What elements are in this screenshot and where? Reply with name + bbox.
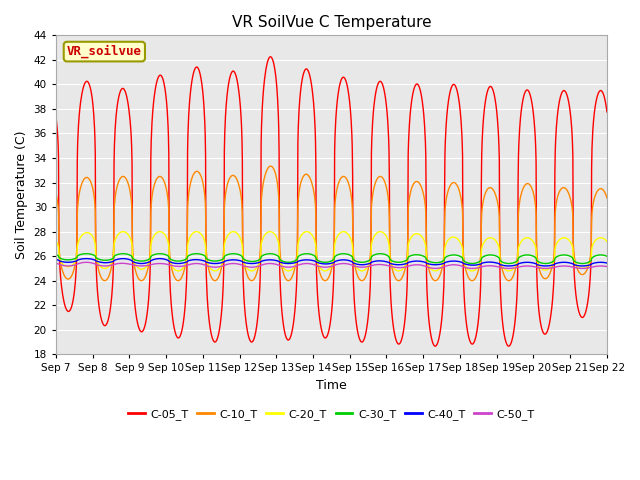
C-10_T bbox=[175, 278, 182, 284]
Line: C-20_T: C-20_T bbox=[56, 232, 607, 271]
C-50_T bbox=[431, 265, 439, 271]
C-50_T bbox=[175, 264, 182, 269]
C-20_T bbox=[376, 229, 384, 235]
C-40_T bbox=[538, 263, 546, 269]
C-30_T bbox=[468, 261, 476, 266]
Title: VR SoilVue C Temperature: VR SoilVue C Temperature bbox=[232, 15, 431, 30]
C-50_T bbox=[417, 262, 425, 268]
C-30_T bbox=[175, 258, 182, 264]
C-40_T bbox=[161, 256, 169, 262]
C-10_T bbox=[431, 278, 439, 284]
C-50_T bbox=[490, 263, 497, 269]
C-40_T bbox=[490, 259, 497, 265]
C-40_T bbox=[505, 263, 513, 269]
C-10_T bbox=[236, 187, 244, 193]
C-40_T bbox=[603, 260, 611, 266]
C-30_T bbox=[161, 252, 169, 257]
C-40_T bbox=[237, 258, 244, 264]
C-30_T bbox=[236, 252, 244, 258]
C-50_T bbox=[603, 264, 611, 269]
C-10_T bbox=[417, 184, 425, 190]
Line: C-50_T: C-50_T bbox=[56, 262, 607, 268]
C-50_T bbox=[538, 265, 546, 271]
C-05_T bbox=[431, 343, 439, 349]
C-20_T bbox=[490, 236, 497, 241]
Line: C-10_T: C-10_T bbox=[56, 166, 607, 281]
C-20_T bbox=[603, 239, 611, 244]
C-50_T bbox=[52, 260, 60, 266]
C-10_T bbox=[161, 181, 169, 187]
C-20_T bbox=[538, 266, 546, 272]
C-10_T bbox=[538, 274, 546, 279]
C-30_T bbox=[376, 251, 384, 257]
C-30_T bbox=[417, 252, 425, 258]
Legend: C-05_T, C-10_T, C-20_T, C-30_T, C-40_T, C-50_T: C-05_T, C-10_T, C-20_T, C-30_T, C-40_T, … bbox=[124, 405, 540, 424]
C-50_T bbox=[161, 261, 169, 267]
C-30_T bbox=[538, 260, 546, 266]
C-30_T bbox=[603, 253, 611, 259]
C-10_T bbox=[267, 163, 275, 169]
C-10_T bbox=[490, 188, 497, 193]
C-40_T bbox=[417, 259, 425, 264]
C-50_T bbox=[237, 262, 244, 267]
Text: VR_soilvue: VR_soilvue bbox=[67, 45, 142, 58]
Line: C-30_T: C-30_T bbox=[56, 254, 607, 264]
C-20_T bbox=[236, 235, 244, 240]
C-20_T bbox=[431, 268, 439, 274]
C-05_T bbox=[236, 100, 244, 106]
Line: C-05_T: C-05_T bbox=[56, 57, 607, 346]
C-20_T bbox=[417, 233, 425, 239]
C-30_T bbox=[490, 252, 497, 258]
C-10_T bbox=[603, 195, 611, 201]
X-axis label: Time: Time bbox=[316, 379, 347, 392]
Line: C-40_T: C-40_T bbox=[56, 259, 607, 266]
C-20_T bbox=[52, 239, 60, 244]
C-30_T bbox=[52, 252, 60, 258]
C-05_T bbox=[490, 89, 497, 95]
C-40_T bbox=[52, 256, 60, 262]
C-20_T bbox=[161, 232, 169, 238]
C-20_T bbox=[175, 268, 182, 274]
C-05_T bbox=[603, 109, 611, 115]
Y-axis label: Soil Temperature (C): Soil Temperature (C) bbox=[15, 131, 28, 259]
C-05_T bbox=[417, 92, 425, 97]
C-40_T bbox=[175, 261, 182, 266]
C-40_T bbox=[83, 256, 90, 262]
C-05_T bbox=[175, 335, 182, 341]
C-10_T bbox=[52, 190, 60, 196]
C-05_T bbox=[266, 54, 274, 60]
C-50_T bbox=[83, 259, 90, 265]
C-05_T bbox=[538, 327, 546, 333]
C-05_T bbox=[161, 86, 169, 92]
C-05_T bbox=[52, 113, 60, 119]
